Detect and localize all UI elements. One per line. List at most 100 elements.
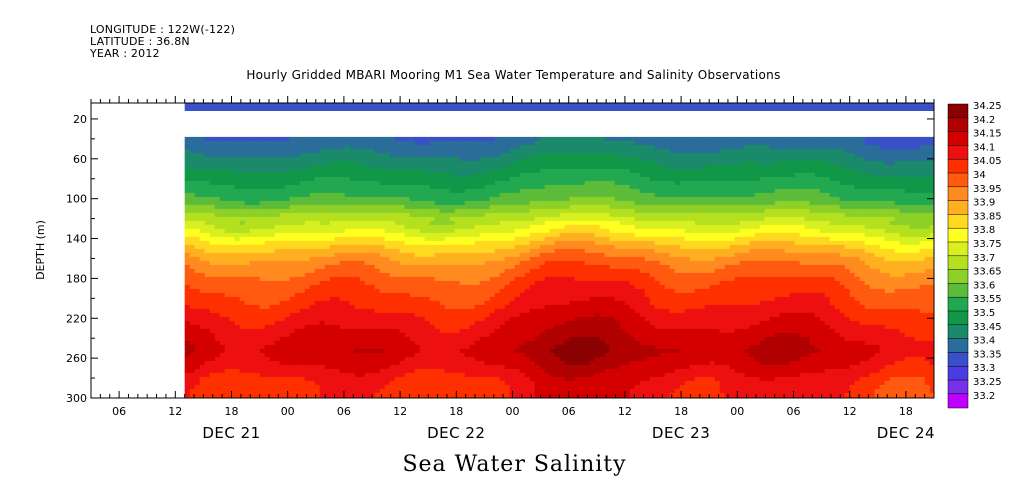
heatmap-cell bbox=[339, 244, 346, 250]
heatmap-cell bbox=[419, 164, 426, 170]
heatmap-cell bbox=[559, 260, 566, 266]
heatmap-cell bbox=[224, 312, 231, 318]
heatmap-cell bbox=[209, 212, 216, 218]
heatmap-cell bbox=[344, 184, 351, 190]
heatmap-cell bbox=[384, 324, 391, 330]
heatmap-cell bbox=[334, 308, 341, 314]
heatmap-cell bbox=[194, 380, 201, 386]
heatmap-cell bbox=[524, 176, 531, 182]
heatmap-cell bbox=[354, 392, 361, 398]
heatmap-cell bbox=[294, 292, 301, 298]
heatmap-cell bbox=[429, 136, 436, 142]
heatmap-cell bbox=[489, 380, 496, 386]
heatmap-cell bbox=[214, 276, 221, 282]
heatmap-cell bbox=[469, 148, 476, 154]
heatmap-cell bbox=[419, 252, 426, 258]
heatmap-cell bbox=[334, 152, 341, 158]
heatmap-cell bbox=[479, 208, 486, 214]
heatmap-cell bbox=[224, 184, 231, 190]
heatmap-cell bbox=[399, 284, 406, 290]
heatmap-cell bbox=[439, 228, 446, 234]
heatmap-cell bbox=[279, 396, 286, 398]
heatmap-cell bbox=[434, 160, 441, 166]
heatmap-cell bbox=[399, 160, 406, 166]
heatmap-cell bbox=[194, 352, 201, 358]
heatmap-cell bbox=[454, 252, 461, 258]
heatmap-cell bbox=[259, 368, 266, 374]
heatmap-cell bbox=[279, 176, 286, 182]
heatmap-cell bbox=[224, 396, 231, 398]
heatmap-cell bbox=[484, 152, 491, 158]
heatmap-cell bbox=[269, 368, 276, 374]
heatmap-cell bbox=[439, 148, 446, 154]
heatmap-cell bbox=[289, 356, 296, 362]
heatmap-cell bbox=[474, 164, 481, 170]
heatmap-cell bbox=[289, 372, 296, 378]
heatmap-cell bbox=[244, 240, 251, 246]
heatmap-cell bbox=[274, 348, 281, 354]
heatmap-cell bbox=[444, 188, 451, 194]
heatmap-cell bbox=[374, 272, 381, 278]
heatmap-cell bbox=[274, 256, 281, 262]
heatmap-cell bbox=[364, 252, 371, 258]
heatmap-cell bbox=[464, 368, 471, 374]
heatmap-cell bbox=[499, 300, 506, 306]
heatmap-cell bbox=[229, 208, 236, 214]
heatmap-cell bbox=[374, 360, 381, 366]
heatmap-cell bbox=[249, 356, 256, 362]
heatmap-cell bbox=[224, 228, 231, 234]
heatmap-cell bbox=[504, 148, 511, 154]
heatmap-cell bbox=[514, 184, 521, 190]
heatmap-cell bbox=[324, 164, 331, 170]
heatmap-cell bbox=[224, 364, 231, 370]
heatmap-cell bbox=[359, 176, 366, 182]
heatmap-cell bbox=[249, 156, 256, 162]
heatmap-cell bbox=[329, 320, 336, 326]
heatmap-cell bbox=[469, 164, 476, 170]
heatmap-cell bbox=[394, 396, 401, 398]
heatmap-cell bbox=[469, 380, 476, 386]
heatmap-cell bbox=[294, 172, 301, 178]
heatmap-cell bbox=[414, 200, 421, 206]
heatmap-cell bbox=[209, 324, 216, 330]
heatmap-cell bbox=[244, 208, 251, 214]
heatmap-cell bbox=[314, 236, 321, 242]
heatmap-cell bbox=[239, 348, 246, 354]
heatmap-cell bbox=[284, 308, 291, 314]
heatmap-cell bbox=[294, 280, 301, 286]
heatmap-cell bbox=[314, 344, 321, 350]
heatmap-cell bbox=[264, 196, 271, 202]
heatmap-cell bbox=[459, 204, 466, 210]
heatmap-cell bbox=[304, 356, 311, 362]
heatmap-cell bbox=[319, 360, 326, 366]
heatmap-cell bbox=[284, 300, 291, 306]
heatmap-cell bbox=[309, 304, 316, 310]
heatmap-cell bbox=[354, 344, 361, 350]
heatmap-cell bbox=[319, 352, 326, 358]
heatmap-cell bbox=[264, 376, 271, 382]
heatmap-cell bbox=[349, 156, 356, 162]
heatmap-cell bbox=[464, 236, 471, 242]
heatmap-cell bbox=[334, 276, 341, 282]
heatmap-cell bbox=[334, 352, 341, 358]
heatmap-cell bbox=[259, 376, 266, 382]
heatmap-cell bbox=[494, 352, 501, 358]
heatmap-cell bbox=[194, 328, 201, 334]
heatmap-cell bbox=[184, 140, 191, 146]
heatmap-cell bbox=[459, 244, 466, 250]
heatmap-cell bbox=[324, 168, 331, 174]
heatmap-cell bbox=[284, 204, 291, 210]
heatmap-cell bbox=[204, 384, 211, 390]
heatmap-cell bbox=[214, 196, 221, 202]
heatmap-cell bbox=[489, 312, 496, 318]
heatmap-cell bbox=[554, 264, 561, 270]
heatmap-cell bbox=[199, 316, 206, 322]
heatmap-cell bbox=[374, 396, 381, 398]
heatmap-cell bbox=[554, 180, 561, 186]
heatmap-cell bbox=[334, 188, 341, 194]
heatmap-cell bbox=[444, 196, 451, 202]
heatmap-cell bbox=[399, 276, 406, 282]
heatmap-cell bbox=[394, 332, 401, 338]
heatmap-cell bbox=[419, 256, 426, 262]
heatmap-cell bbox=[229, 324, 236, 330]
